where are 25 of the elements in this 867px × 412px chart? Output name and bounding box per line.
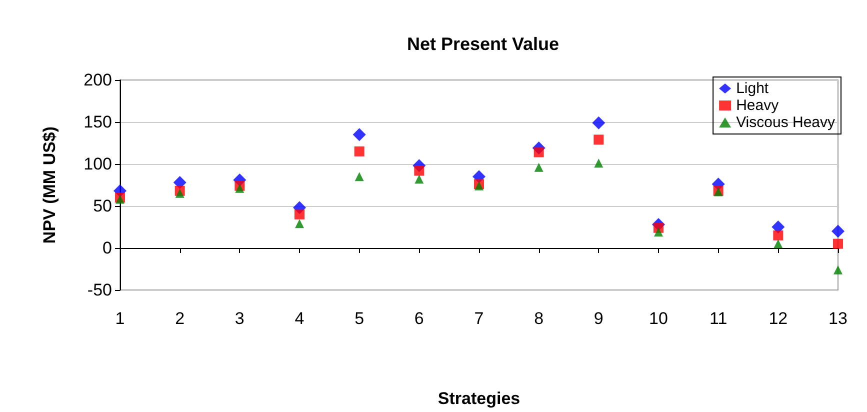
x-tick-label: 5 xyxy=(354,309,364,328)
x-tick-label: 7 xyxy=(474,309,484,328)
x-tick-label: 8 xyxy=(534,309,544,328)
chart-title: Net Present Value xyxy=(406,34,560,54)
legend-label: Viscous Heavy xyxy=(736,114,836,131)
x-tick-label: 1 xyxy=(115,309,125,328)
x-tick-label: 6 xyxy=(414,309,424,328)
x-tick-label: 3 xyxy=(234,309,244,328)
y-tick-label: 0 xyxy=(102,238,112,258)
legend-label: Light xyxy=(736,80,770,97)
y-tick-label: 100 xyxy=(84,154,112,174)
x-axis-title: Strategies xyxy=(438,389,520,408)
x-tick-label: 12 xyxy=(768,309,788,328)
y-tick-label: 150 xyxy=(84,112,112,132)
x-tick-label: 9 xyxy=(594,309,604,328)
y-tick-label: 200 xyxy=(84,70,112,90)
y-tick-label: -50 xyxy=(87,280,112,300)
x-tick-label: 10 xyxy=(649,309,668,328)
y-tick-label: 50 xyxy=(93,196,112,216)
legend-label: Heavy xyxy=(736,97,780,114)
x-tick-label: 13 xyxy=(828,309,848,328)
x-tick-label: 4 xyxy=(294,309,304,328)
y-axis-title: NPV (MM US$) xyxy=(40,126,59,244)
x-tick-label: 11 xyxy=(710,309,728,328)
x-tick-label: 2 xyxy=(175,309,185,328)
